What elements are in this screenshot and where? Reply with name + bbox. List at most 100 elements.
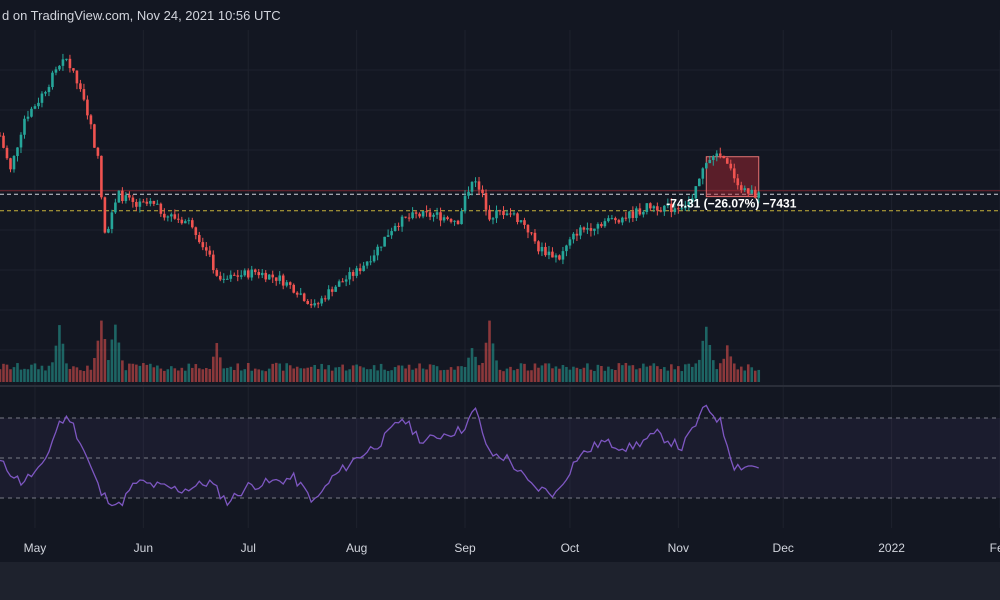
candle-body — [33, 106, 37, 109]
volume-bar — [5, 364, 9, 382]
candle-body — [348, 272, 351, 280]
candle-body — [456, 220, 460, 225]
candle-body — [12, 155, 16, 170]
volume-bar — [663, 367, 666, 382]
candle-body — [166, 216, 170, 218]
volume-bar — [593, 370, 596, 382]
candle-body — [446, 217, 449, 220]
candle-body — [575, 233, 579, 236]
volume-bar — [68, 368, 72, 382]
candle-body — [428, 212, 432, 217]
volume-bar — [442, 369, 446, 382]
candle-body — [498, 210, 502, 212]
volume-bar — [152, 367, 156, 382]
volume-bar — [288, 365, 292, 382]
candle-body — [680, 208, 684, 210]
candle-body — [673, 208, 677, 213]
volume-bar — [645, 366, 649, 382]
volume-bar — [642, 363, 645, 382]
volume-bar — [267, 368, 271, 382]
candle-body — [732, 168, 736, 179]
candle-body — [393, 225, 397, 232]
candle-body — [652, 206, 656, 209]
volume-bar — [135, 364, 138, 382]
candle-body — [729, 163, 733, 169]
volume-bar — [166, 369, 170, 382]
measure-range-box — [705, 156, 760, 198]
candle-body — [376, 246, 379, 256]
x-tick-label: Oct — [561, 541, 580, 555]
candle-body — [614, 218, 617, 221]
candle-body — [691, 198, 694, 202]
volume-bar — [191, 367, 194, 382]
candle-body — [142, 201, 145, 203]
volume-bar — [418, 363, 421, 382]
candle-body — [512, 213, 516, 215]
volume-bar — [65, 363, 68, 382]
candle-body — [250, 269, 254, 278]
candle-body — [397, 225, 400, 227]
candle-body — [114, 202, 117, 213]
candle-body — [138, 201, 142, 207]
x-tick-label: 2022 — [878, 541, 905, 555]
candle-body — [470, 181, 474, 192]
volume-bar — [299, 368, 302, 382]
volume-bar — [579, 369, 582, 382]
candle-body — [320, 298, 323, 304]
volume-bar — [603, 370, 607, 382]
candle-body — [121, 190, 124, 202]
candle-body — [211, 254, 215, 271]
candle-body — [439, 212, 442, 221]
candle-body — [184, 221, 187, 224]
volume-bar — [2, 363, 5, 382]
volume-bar — [701, 340, 705, 382]
volume-bar — [725, 345, 729, 382]
candle-body — [156, 203, 159, 205]
candle-body — [177, 218, 180, 220]
candle-body — [523, 220, 526, 225]
candle-body — [292, 284, 296, 293]
candle-body — [362, 265, 365, 272]
volume-bar — [582, 367, 586, 382]
volume-bar — [128, 363, 131, 382]
candle-body — [603, 221, 607, 227]
volume-bar — [358, 366, 362, 382]
volume-bar — [173, 368, 177, 382]
volume-bar — [704, 326, 708, 382]
volume-bar — [86, 365, 89, 382]
candle-body — [743, 188, 747, 190]
candle-body — [93, 124, 96, 148]
candle-body — [369, 261, 372, 263]
volume-bar — [341, 364, 344, 382]
volume-bar — [397, 365, 400, 382]
volume-bar — [383, 369, 386, 382]
candle-body — [645, 203, 649, 212]
candle-body — [586, 228, 589, 230]
volume-bar — [327, 365, 330, 382]
volume-bar — [554, 366, 558, 382]
volume-bar — [666, 370, 670, 382]
volume-bar — [351, 365, 355, 382]
volume-bar — [372, 365, 376, 382]
candle-body — [659, 210, 663, 212]
volume-bar — [9, 369, 12, 382]
volume-bar — [386, 371, 390, 382]
volume-bar — [596, 364, 600, 382]
x-tick-label: Jun — [134, 541, 153, 555]
volume-bar — [652, 363, 656, 382]
volume-bar — [425, 369, 428, 382]
volume-bar — [715, 369, 719, 382]
candle-body — [477, 181, 481, 190]
volume-bar — [19, 369, 23, 382]
candle-body — [180, 219, 184, 224]
volume-bar — [204, 367, 208, 382]
volume-bar — [512, 370, 516, 382]
volume-bar — [82, 370, 86, 382]
volume-bar — [246, 362, 250, 382]
volume-bar — [467, 357, 470, 382]
candle-body — [103, 197, 107, 233]
volume-bar — [302, 368, 306, 382]
candle-body — [149, 201, 152, 204]
volume-bar — [691, 366, 694, 382]
